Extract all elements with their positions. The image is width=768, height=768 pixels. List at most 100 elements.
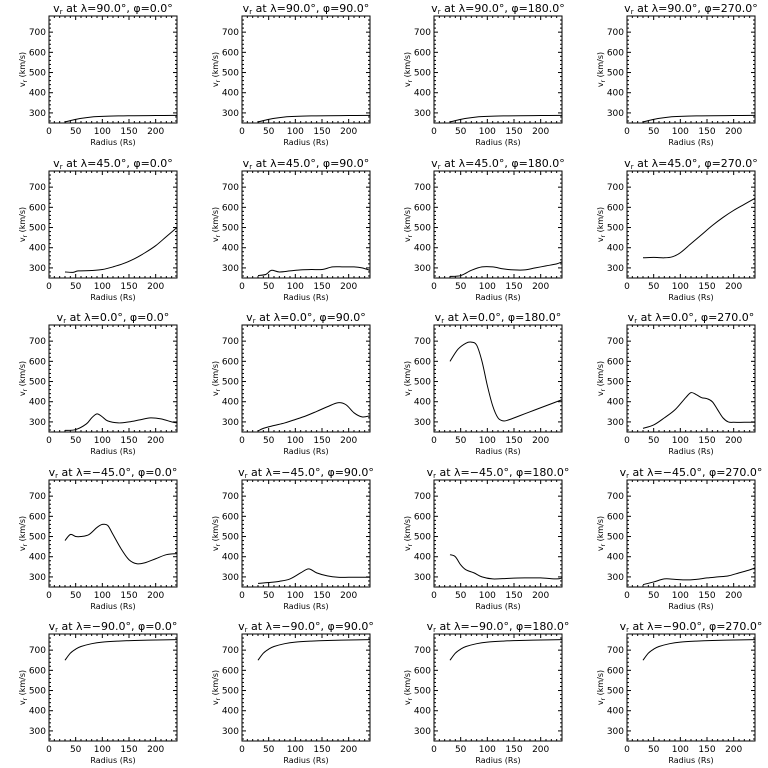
y-tick-label: 500	[29, 378, 46, 388]
x-tick-label: 100	[287, 591, 304, 601]
x-tick-label: 200	[532, 436, 549, 446]
x-tick-label: 50	[263, 436, 275, 446]
panel-2-1: vr at λ=0.0°, φ=90.0° 0 50 100 150 200 300 400 5…	[211, 311, 371, 456]
y-tick-label: 400	[222, 398, 239, 408]
plot-frame	[433, 170, 563, 279]
plot-frame	[626, 170, 756, 279]
x-tick-label: 0	[239, 591, 245, 601]
y-tick-label: 700	[607, 646, 624, 656]
y-tick-label: 500	[29, 224, 46, 234]
y-tick-label: 700	[414, 28, 431, 38]
x-axis-label: Radius (Rs)	[668, 293, 713, 302]
x-tick-label: 100	[94, 282, 111, 292]
y-axis-label: vr (km/s)	[211, 52, 222, 87]
x-axis-label: Radius (Rs)	[475, 447, 520, 456]
y-tick-label: 400	[222, 89, 239, 99]
x-tick-label: 200	[340, 436, 357, 446]
x-tick-label: 150	[120, 282, 137, 292]
plot-frame	[241, 479, 371, 588]
y-tick-label: 600	[607, 203, 624, 213]
x-tick-label: 200	[725, 127, 742, 137]
x-axis-label: Radius (Rs)	[90, 602, 135, 611]
panel-title: vr at λ=−45.0°, φ=270.0°	[620, 466, 763, 480]
y-tick-label: 600	[29, 512, 46, 522]
y-tick-label: 600	[222, 357, 239, 367]
x-axis-label: Radius (Rs)	[90, 138, 135, 147]
x-axis-label: Radius (Rs)	[475, 138, 520, 147]
panel-title: vr at λ=45.0°, φ=270.0°	[624, 157, 758, 171]
x-tick-label: 150	[120, 591, 137, 601]
y-tick-label: 500	[29, 533, 46, 543]
y-axis-label: vr (km/s)	[596, 361, 607, 396]
x-tick-label: 50	[455, 591, 467, 601]
y-tick-label: 400	[29, 553, 46, 563]
panel-title: vr at λ=90.0°, φ=90.0°	[243, 2, 370, 16]
y-tick-label: 600	[414, 357, 431, 367]
panel-4-2: vr at λ=−90.0°, φ=180.0° 0 50 100 150 200 300 4…	[403, 620, 569, 765]
x-tick-label: 100	[287, 436, 304, 446]
y-tick-label: 500	[607, 378, 624, 388]
y-tick-label: 500	[414, 533, 431, 543]
series-line	[64, 523, 177, 565]
y-tick-label: 500	[607, 69, 624, 79]
y-tick-label: 400	[222, 553, 239, 563]
x-tick-label: 50	[70, 745, 82, 755]
y-axis-label: vr (km/s)	[403, 361, 414, 396]
x-tick-label: 200	[340, 745, 357, 755]
x-tick-label: 50	[648, 436, 660, 446]
y-tick-label: 300	[414, 264, 431, 274]
panel-2-2: vr at λ=0.0°, φ=180.0° 0 50 100 150 200 300 400…	[403, 311, 563, 456]
x-tick-label: 200	[340, 591, 357, 601]
panel-title: vr at λ=90.0°, φ=270.0°	[624, 2, 758, 16]
plot-frame	[241, 633, 371, 742]
y-tick-label: 300	[607, 573, 624, 583]
plot-frame	[241, 170, 371, 279]
y-axis-label: vr (km/s)	[403, 52, 414, 87]
x-tick-label: 100	[94, 436, 111, 446]
x-tick-label: 100	[94, 127, 111, 137]
y-axis-label: vr (km/s)	[211, 207, 222, 242]
y-tick-label: 600	[222, 512, 239, 522]
y-tick-label: 700	[29, 337, 46, 347]
x-tick-label: 0	[431, 745, 437, 755]
plot-frame	[433, 479, 563, 588]
y-tick-label: 300	[222, 573, 239, 583]
x-tick-label: 150	[698, 127, 715, 137]
series-line	[449, 261, 562, 277]
series-line	[642, 567, 755, 586]
y-tick-label: 600	[607, 666, 624, 676]
x-tick-label: 50	[648, 745, 660, 755]
y-tick-label: 300	[607, 264, 624, 274]
x-tick-label: 200	[340, 282, 357, 292]
x-tick-label: 0	[624, 127, 630, 137]
panel-0-1: vr at λ=90.0°, φ=90.0° 0 50 100 150 200 300 400…	[211, 2, 371, 147]
y-tick-label: 500	[414, 69, 431, 79]
y-tick-label: 600	[29, 48, 46, 58]
panel-title: vr at λ=0.0°, φ=0.0°	[57, 311, 170, 325]
panel-1-1: vr at λ=45.0°, φ=90.0° 0 50 100 150 200 300 400…	[211, 157, 371, 302]
y-axis-label: vr (km/s)	[211, 670, 222, 705]
y-tick-label: 300	[414, 727, 431, 737]
x-tick-label: 200	[340, 127, 357, 137]
panel-2-0: vr at λ=0.0°, φ=0.0° 0 50 100 150 200 300 400 50…	[18, 311, 178, 456]
series-line	[449, 341, 562, 422]
x-tick-label: 50	[455, 127, 467, 137]
x-tick-label: 100	[287, 745, 304, 755]
y-tick-label: 300	[29, 264, 46, 274]
x-tick-label: 150	[505, 127, 522, 137]
x-tick-label: 0	[431, 282, 437, 292]
x-tick-label: 150	[313, 127, 330, 137]
x-axis-label: Radius (Rs)	[668, 447, 713, 456]
y-tick-label: 300	[29, 109, 46, 119]
y-tick-label: 300	[414, 573, 431, 583]
panel-4-0: vr at λ=−90.0°, φ=0.0° 0 50 100 150 200 300 400…	[18, 620, 178, 765]
x-tick-label: 200	[725, 591, 742, 601]
x-tick-label: 0	[239, 436, 245, 446]
panel-3-0: vr at λ=−45.0°, φ=0.0° 0 50 100 150 200 300 400…	[18, 466, 178, 611]
x-tick-label: 200	[147, 127, 164, 137]
x-tick-label: 100	[672, 282, 689, 292]
x-tick-label: 150	[120, 127, 137, 137]
x-tick-label: 50	[455, 436, 467, 446]
y-tick-label: 700	[222, 337, 239, 347]
